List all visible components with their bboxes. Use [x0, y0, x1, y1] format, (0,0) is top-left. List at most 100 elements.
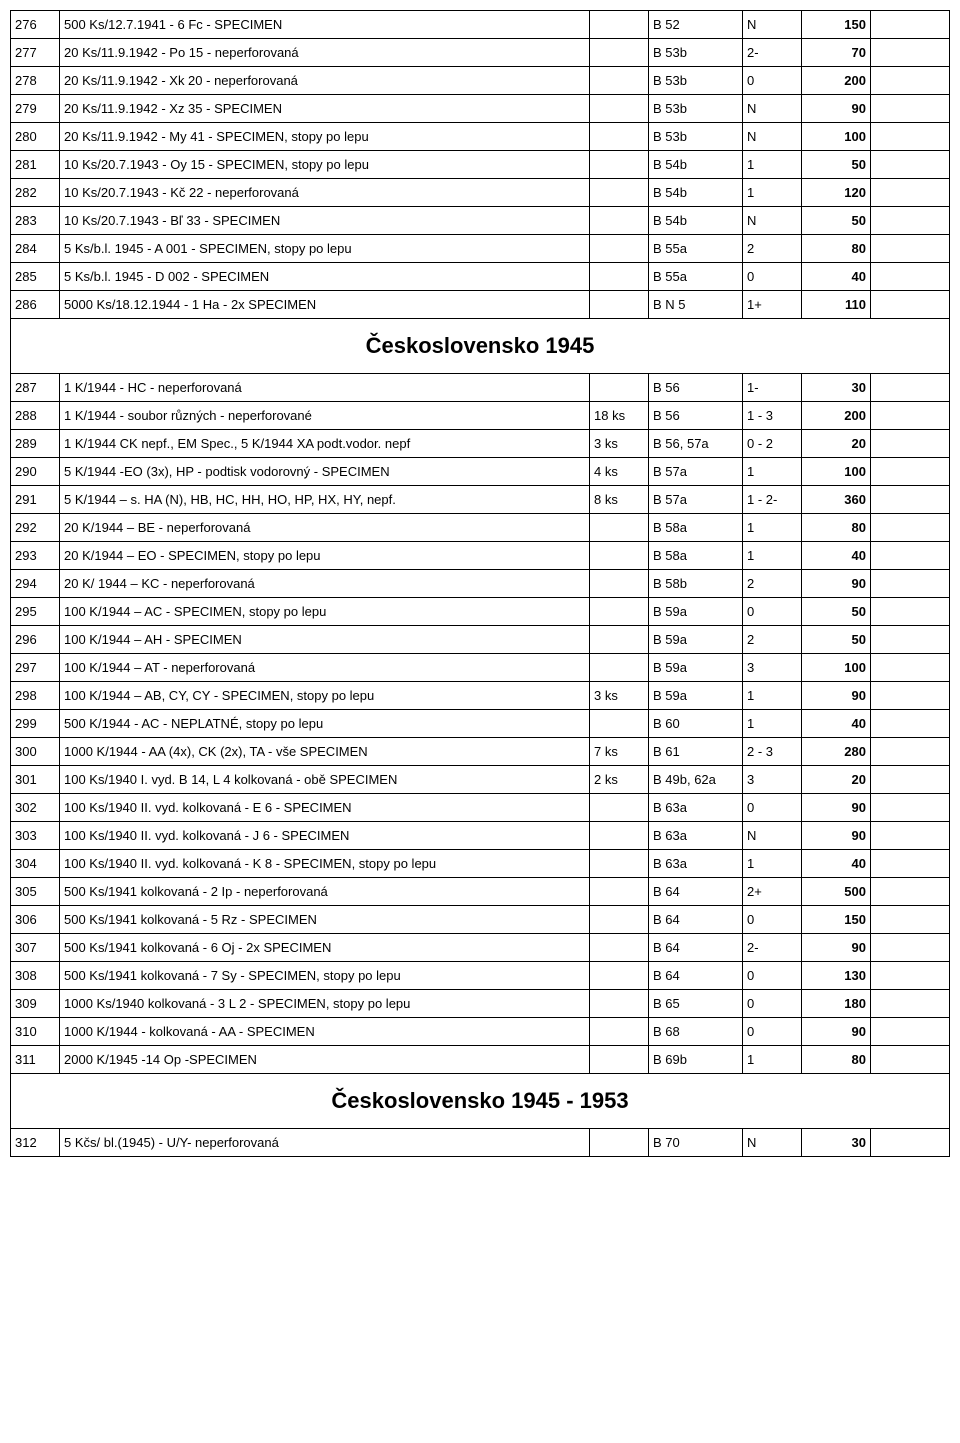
- table-row: 29320 K/1944 – EO - SPECIMEN, stopy po l…: [11, 542, 950, 570]
- quantity: [590, 626, 649, 654]
- description: 20 Ks/11.9.1942 - Xz 35 - SPECIMEN: [60, 95, 590, 123]
- quantity: [590, 95, 649, 123]
- description: 20 Ks/11.9.1942 - Xk 20 - neperforovaná: [60, 67, 590, 95]
- blank-cell: [871, 570, 950, 598]
- price: 90: [802, 822, 871, 850]
- table-row: 2905 K/1944 -EO (3x), HP - podtisk vodor…: [11, 458, 950, 486]
- description: 5 K/1944 -EO (3x), HP - podtisk vodorovn…: [60, 458, 590, 486]
- catalog-ref: B 56: [649, 402, 743, 430]
- lot-number: 304: [11, 850, 60, 878]
- catalog-ref: B 59a: [649, 598, 743, 626]
- lot-number: 311: [11, 1046, 60, 1074]
- table-row: 2865000 Ks/18.12.1944 - 1 Ha - 2x SPECIM…: [11, 291, 950, 319]
- description: 100 Ks/1940 II. vyd. kolkovaná - J 6 - S…: [60, 822, 590, 850]
- table-row: 307500 Ks/1941 kolkovaná - 6 Oj - 2x SPE…: [11, 934, 950, 962]
- lot-number: 292: [11, 514, 60, 542]
- lot-number: 282: [11, 179, 60, 207]
- quantity: [590, 794, 649, 822]
- quantity: [590, 598, 649, 626]
- quantity: [590, 39, 649, 67]
- catalog-ref: B 59a: [649, 682, 743, 710]
- table-row: 2891 K/1944 CK nepf., EM Spec., 5 K/1944…: [11, 430, 950, 458]
- blank-cell: [871, 402, 950, 430]
- grade: 1 - 3: [743, 402, 802, 430]
- price: 40: [802, 263, 871, 291]
- lot-number: 312: [11, 1129, 60, 1157]
- catalog-ref: B 70: [649, 1129, 743, 1157]
- lot-number: 284: [11, 235, 60, 263]
- price: 30: [802, 1129, 871, 1157]
- grade: 2: [743, 626, 802, 654]
- description: 10 Ks/20.7.1943 - Kč 22 - neperforovaná: [60, 179, 590, 207]
- quantity: [590, 1046, 649, 1074]
- grade: 1: [743, 514, 802, 542]
- grade: 2 - 3: [743, 738, 802, 766]
- catalog-ref: B 60: [649, 710, 743, 738]
- lot-number: 299: [11, 710, 60, 738]
- quantity: [590, 374, 649, 402]
- description: 500 Ks/12.7.1941 - 6 Fc - SPECIMEN: [60, 11, 590, 39]
- quantity: [590, 514, 649, 542]
- blank-cell: [871, 850, 950, 878]
- catalog-ref: B 64: [649, 878, 743, 906]
- catalog-ref: B 64: [649, 906, 743, 934]
- lot-number: 277: [11, 39, 60, 67]
- catalog-ref: B 68: [649, 1018, 743, 1046]
- price: 40: [802, 710, 871, 738]
- catalog-ref: B 64: [649, 962, 743, 990]
- blank-cell: [871, 878, 950, 906]
- description: 1 K/1944 - HC - neperforovaná: [60, 374, 590, 402]
- catalog-ref: B 58a: [649, 514, 743, 542]
- lot-number: 306: [11, 906, 60, 934]
- blank-cell: [871, 738, 950, 766]
- catalog-ref: B 53b: [649, 123, 743, 151]
- lot-number: 294: [11, 570, 60, 598]
- lot-number: 290: [11, 458, 60, 486]
- table-row: 27820 Ks/11.9.1942 - Xk 20 - neperforova…: [11, 67, 950, 95]
- quantity: [590, 990, 649, 1018]
- blank-cell: [871, 990, 950, 1018]
- quantity: [590, 179, 649, 207]
- description: 5 Ks/b.l. 1945 - D 002 - SPECIMEN: [60, 263, 590, 291]
- grade: 1 - 2-: [743, 486, 802, 514]
- catalog-ref: B 59a: [649, 626, 743, 654]
- description: 20 Ks/11.9.1942 - Po 15 - neperforovaná: [60, 39, 590, 67]
- price: 40: [802, 850, 871, 878]
- table-row: 28210 Ks/20.7.1943 - Kč 22 - neperforova…: [11, 179, 950, 207]
- blank-cell: [871, 962, 950, 990]
- catalog-ref: B 56, 57a: [649, 430, 743, 458]
- catalog-ref: B 57a: [649, 458, 743, 486]
- quantity: [590, 235, 649, 263]
- quantity: 2 ks: [590, 766, 649, 794]
- description: 5 Ks/b.l. 1945 - A 001 - SPECIMEN, stopy…: [60, 235, 590, 263]
- catalog-ref: B 63a: [649, 822, 743, 850]
- lot-number: 280: [11, 123, 60, 151]
- blank-cell: [871, 486, 950, 514]
- grade: 1-: [743, 374, 802, 402]
- price: 20: [802, 766, 871, 794]
- catalog-ref: B 61: [649, 738, 743, 766]
- price: 500: [802, 878, 871, 906]
- lot-number: 305: [11, 878, 60, 906]
- blank-cell: [871, 95, 950, 123]
- description: 100 Ks/1940 I. vyd. B 14, L 4 kolkovaná …: [60, 766, 590, 794]
- table-row: 29420 K/ 1944 – KC - neperforovanáB 58b2…: [11, 570, 950, 598]
- price: 90: [802, 570, 871, 598]
- grade: N: [743, 123, 802, 151]
- grade: N: [743, 11, 802, 39]
- quantity: [590, 850, 649, 878]
- table-row: 296100 K/1944 – AH - SPECIMENB 59a250: [11, 626, 950, 654]
- table-row: 3125 Kčs/ bl.(1945) - U/Y- neperforovaná…: [11, 1129, 950, 1157]
- catalog-ref: B 56: [649, 374, 743, 402]
- quantity: 3 ks: [590, 682, 649, 710]
- blank-cell: [871, 291, 950, 319]
- description: 5000 Ks/18.12.1944 - 1 Ha - 2x SPECIMEN: [60, 291, 590, 319]
- table-row: 308500 Ks/1941 kolkovaná - 7 Sy - SPECIM…: [11, 962, 950, 990]
- lot-number: 296: [11, 626, 60, 654]
- price: 90: [802, 95, 871, 123]
- table-row: 306500 Ks/1941 kolkovaná - 5 Rz - SPECIM…: [11, 906, 950, 934]
- price: 80: [802, 235, 871, 263]
- description: 1000 Ks/1940 kolkovaná - 3 L 2 - SPECIME…: [60, 990, 590, 1018]
- quantity: [590, 878, 649, 906]
- section-heading-row: Československo 1945 - 1953: [11, 1074, 950, 1129]
